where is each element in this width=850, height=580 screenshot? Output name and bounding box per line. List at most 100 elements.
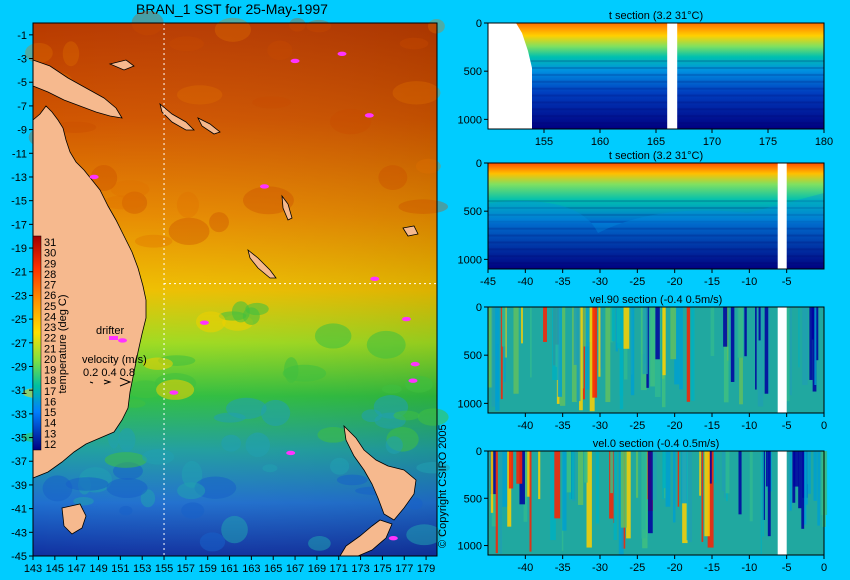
drifter-marker [199, 320, 209, 325]
section-x-tick-label: -15 [704, 420, 720, 432]
map-x-tick-label: 171 [330, 563, 348, 575]
section-field [488, 163, 824, 269]
drifter-marker [118, 338, 128, 343]
section-panel: t section (3.2 31°C) 155 160 165 170 175 180 0 5… [458, 10, 834, 148]
land-new-caledonia [247, 248, 277, 279]
map-y-tick-label: -25 [11, 314, 27, 326]
colorbar-tick-label: 22 [44, 333, 56, 345]
drifter-marker [388, 536, 398, 541]
colorbar-tick-label: 30 [44, 248, 56, 260]
map-y-tick-label: -1 [17, 30, 27, 42]
map-x-tick-label: 159 [199, 563, 217, 575]
sst-map [21, 10, 450, 557]
section-y-tick-label: 500 [464, 493, 482, 505]
section-x-tick-label: -30 [592, 276, 608, 288]
drifter-marker [169, 390, 179, 395]
map-y-tick-label: -33 [11, 409, 27, 421]
section-x-tick-label: -35 [555, 276, 571, 288]
section-panels: t section (3.2 31°C) 155 160 165 170 175 180 0 5… [458, 10, 834, 574]
land-fiji [402, 225, 419, 237]
section-x-tick-label: -15 [704, 562, 720, 574]
section-gap [777, 163, 787, 269]
section-x-tick-label: -25 [629, 276, 645, 288]
drifter-marker [401, 316, 411, 322]
map-y-tick-label: -15 [11, 196, 27, 208]
section-title: vel.90 section (-0.4 0.5m/s) [590, 294, 723, 306]
section-y-tick-label: 500 [464, 350, 482, 362]
velocity-legend-values: 0.2 0.4 0.8 [83, 367, 135, 379]
section-y-tick-label: 0 [476, 446, 482, 458]
colorbar-tick-label: 23 [44, 322, 56, 334]
section-x-tick-label: -10 [741, 562, 757, 574]
colorbar-tick-label: 21 [44, 343, 56, 355]
map-x-tick-label: 175 [373, 563, 391, 575]
section-x-tick-label: 170 [703, 136, 721, 148]
section-panel: t section (3.2 31°C) -45 -40 -35 -30 -25 -20 -1… [458, 150, 825, 288]
map-x-tick-label: 177 [395, 563, 413, 575]
section-x-tick-label: 165 [647, 136, 665, 148]
drifter-legend-swatch [109, 336, 118, 340]
land-solomons-2 [197, 117, 221, 135]
section-gap [777, 451, 787, 555]
map-x-tick-label: 151 [111, 563, 129, 575]
velocity-legend-label: velocity (m/s) [82, 354, 147, 366]
map-x-tick-label: 167 [286, 563, 304, 575]
section-x-tick-label: -20 [667, 276, 683, 288]
section-title: vel.0 section (-0.4 0.5m/s) [593, 438, 720, 450]
section-y-tick-label: 1000 [458, 541, 482, 553]
land-vanuatu [281, 194, 293, 221]
section-x-tick-label: -10 [741, 276, 757, 288]
land-new-britain [108, 59, 135, 71]
section-panel: vel.0 section (-0.4 0.5m/s) -40 -35 -30 -25 -… [458, 438, 828, 574]
colorbar-tick-label: 18 [44, 375, 56, 387]
colorbar-tick-label: 24 [44, 311, 56, 323]
section-x-tick-label: -5 [782, 562, 792, 574]
colorbar-tick-label: 27 [44, 280, 56, 292]
section-y-tick-label: 0 [476, 158, 482, 170]
map-y-tick-label: -37 [11, 456, 27, 468]
colorbar-tick-label: 20 [44, 354, 56, 366]
map-legend: drifter velocity (m/s) 0.2 0.4 0.8 [82, 325, 147, 387]
land-new-guinea [32, 59, 123, 119]
section-x-tick-label: -25 [629, 562, 645, 574]
colorbar-tick-label: 15 [44, 407, 56, 419]
section-x-tick-label: -15 [704, 276, 720, 288]
map-y-tick-label: -13 [11, 172, 27, 184]
map-x-tick-label: 165 [264, 563, 282, 575]
section-title: t section (3.2 31°C) [609, 10, 703, 22]
section-y-tick-label: 1000 [458, 398, 482, 410]
section-frame [487, 450, 825, 556]
section-x-tick-label: -30 [592, 562, 608, 574]
drifter-marker [259, 184, 269, 189]
map-y-tick-label: -7 [17, 101, 27, 113]
section-field [488, 23, 824, 129]
land-nz-north [343, 424, 417, 521]
map-x-tick-label: 153 [133, 563, 151, 575]
map-y-tick-label: -19 [11, 243, 27, 255]
map-y-ticks: -1 -3 -5 -7 -9 -11 -13 -15 -17 -19 -21 -23 -25 -27 -29… [11, 30, 33, 563]
drifter-marker [337, 51, 347, 56]
section-x-tick-label: 155 [535, 136, 553, 148]
section-x-tick-label: -10 [741, 420, 757, 432]
section-x-tick-label: -20 [667, 562, 683, 574]
map-x-tick-label: 143 [24, 563, 42, 575]
colorbar-label: temperature (deg C) [57, 294, 69, 393]
section-y-tick-label: 1000 [458, 114, 482, 126]
map-x-ticks: 143 145 147 149 151 153 155 157 159 161 163 165 167 1… [24, 556, 435, 575]
map-x-tick-label: 157 [177, 563, 195, 575]
copyright-note: © Copyright CSIRO 2005 [437, 424, 449, 548]
colorbar-tick-label: 29 [44, 258, 56, 270]
section-y-tick-label: 0 [476, 302, 482, 314]
section-panel: vel.90 section (-0.4 0.5m/s) -40 -35 -30 -25… [458, 294, 828, 432]
section-x-tick-label: -20 [667, 420, 683, 432]
map-x-tick-label: 169 [308, 563, 326, 575]
map-y-tick-label: -41 [11, 504, 27, 516]
section-x-tick-label: -30 [592, 420, 608, 432]
land-tasmania [61, 503, 87, 535]
colorbar: 3130292827262524232221201918171615141312… [32, 235, 69, 451]
section-x-tick-label: -5 [782, 420, 792, 432]
map-x-tick-label: 155 [155, 563, 173, 575]
map-y-tick-label: -3 [17, 54, 27, 66]
section-x-tick-label: -45 [480, 276, 496, 288]
colorbar-tick-label: 26 [44, 290, 56, 302]
